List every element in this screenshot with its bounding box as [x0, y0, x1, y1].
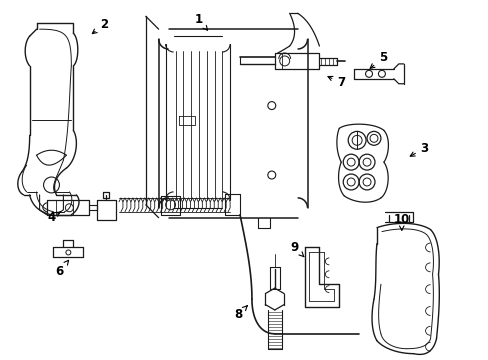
Text: 10: 10: [393, 213, 409, 230]
Text: 5: 5: [369, 51, 386, 68]
Text: 8: 8: [233, 306, 247, 321]
Text: 4: 4: [47, 211, 61, 224]
Text: 7: 7: [327, 76, 345, 89]
Text: 2: 2: [92, 18, 108, 33]
Text: 3: 3: [409, 142, 428, 156]
Text: 9: 9: [290, 241, 303, 257]
Text: 1: 1: [194, 13, 207, 30]
Text: 6: 6: [55, 260, 68, 278]
